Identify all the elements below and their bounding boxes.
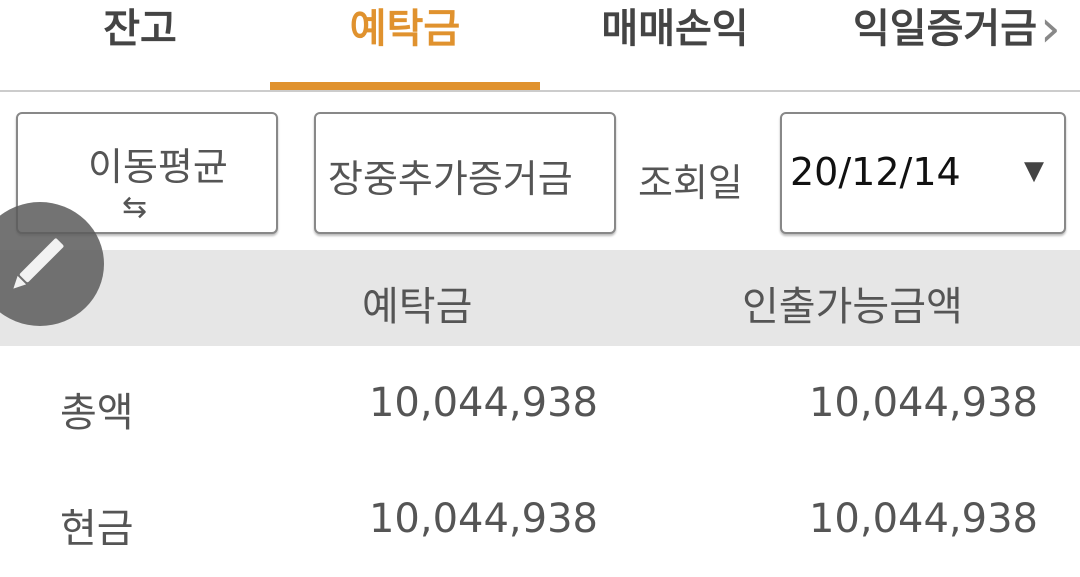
tab-deposit[interactable]: 예탁금	[349, 6, 461, 52]
moving-average-label: 이동평균	[88, 145, 228, 189]
withdrawable-value: 10,044,938	[808, 496, 1038, 542]
withdrawable-value: 10,044,938	[808, 380, 1038, 426]
swap-icon: ⇆	[122, 190, 148, 225]
intraday-margin-button[interactable]: 장중추가증거금	[314, 112, 616, 234]
tab-trade-pnl[interactable]: 매매손익	[601, 6, 749, 52]
query-date-value: 20/12/14	[790, 150, 961, 194]
row-label: 총액	[60, 390, 134, 436]
chevron-right-icon[interactable]: ›	[1040, 0, 1061, 59]
header-withdrawable: 인출가능금액	[742, 284, 963, 330]
table-header: 예탁금 인출가능금액	[0, 250, 1080, 346]
edit-fab-button[interactable]	[0, 202, 104, 326]
dropdown-arrow-icon: ▼	[1024, 156, 1044, 186]
deposit-value: 10,044,938	[368, 380, 598, 426]
tab-bar: 잔고 예탁금 매매손익 익일증거금 ›	[0, 0, 1080, 92]
intraday-margin-label: 장중추가증거금	[328, 157, 573, 201]
query-date-label: 조회일	[638, 161, 743, 205]
row-label: 현금	[60, 506, 134, 552]
tab-balance[interactable]: 잔고	[103, 6, 177, 52]
tab-next-day-margin[interactable]: 익일증거금	[853, 6, 1037, 52]
active-tab-indicator	[270, 82, 540, 90]
pencil-icon	[13, 238, 64, 289]
deposit-value: 10,044,938	[368, 496, 598, 542]
query-date-select[interactable]: 20/12/14 ▼	[780, 112, 1066, 234]
header-deposit: 예탁금	[362, 284, 473, 330]
